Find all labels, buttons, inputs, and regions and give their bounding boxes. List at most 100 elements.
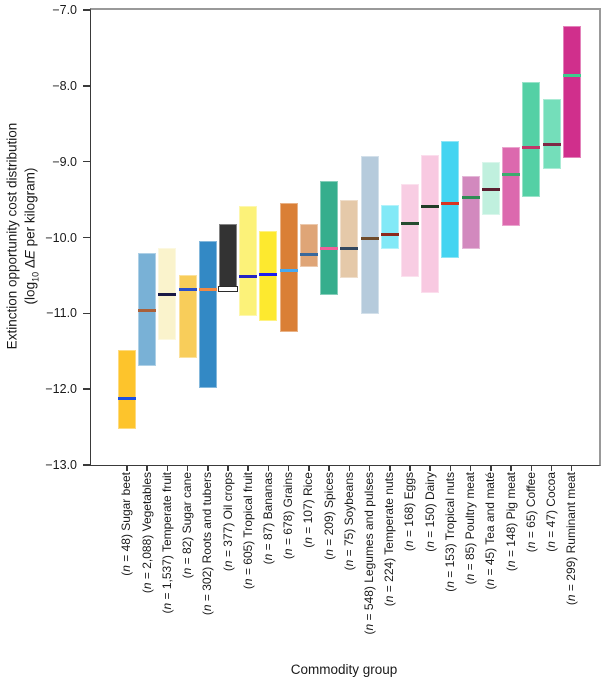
bar — [158, 248, 177, 340]
bar — [522, 82, 541, 197]
x-tick — [469, 466, 472, 471]
x-tick — [348, 466, 351, 471]
x-tick — [287, 466, 290, 471]
bar — [178, 274, 197, 359]
median-line — [340, 246, 359, 250]
bar — [138, 253, 157, 367]
bar — [421, 154, 440, 293]
x-tick-label: (n = 2,088) Vegetables — [139, 472, 154, 594]
x-tick-label: (n = 107) Rice — [301, 472, 316, 548]
x-tick-label: (n = 148) Pig meat — [503, 472, 518, 572]
x-tick-label: (n = 48) Sugar beet — [119, 472, 134, 576]
median-line — [400, 222, 419, 226]
x-tick-label: (n = 168) Eggs — [402, 472, 417, 552]
median-line — [562, 74, 581, 78]
bar — [380, 204, 399, 249]
x-tick-label: (n = 1,537) Temperate fruit — [159, 472, 174, 614]
bar — [400, 184, 419, 277]
y-tick-label: −10.0 — [45, 230, 77, 245]
y-tick — [83, 85, 90, 87]
median-line — [441, 201, 460, 205]
x-tick-label: (n = 302) Roots and tubers — [200, 472, 215, 616]
x-tick — [449, 466, 452, 471]
bar — [299, 223, 318, 268]
y-tick — [83, 160, 90, 163]
x-tick-label: (n = 150) Dairy — [422, 472, 437, 552]
y-tick-label: −9.0 — [52, 154, 77, 169]
x-tick — [409, 466, 411, 471]
median-line — [279, 268, 298, 272]
median-line — [320, 246, 339, 250]
x-tick — [368, 466, 371, 471]
x-tick-label: (n = 65) Coffee — [523, 472, 538, 553]
bar — [239, 206, 258, 317]
bar — [461, 176, 480, 249]
y-tick-label: −12.0 — [45, 382, 77, 397]
median-line — [522, 145, 541, 149]
y-tick-label: −8.0 — [52, 78, 77, 93]
x-tick — [570, 466, 573, 471]
x-tick — [510, 466, 512, 471]
y-tick-label: −11.0 — [46, 306, 77, 321]
y-tick — [83, 9, 90, 11]
x-tick — [126, 466, 128, 471]
median-line — [542, 143, 561, 147]
x-tick-label: (n = 678) Grains — [281, 472, 296, 560]
x-tick-label: (n = 45) Tea and maté — [483, 472, 498, 590]
bar — [502, 147, 521, 227]
bar — [279, 202, 298, 332]
x-tick — [550, 466, 553, 471]
x-tick — [166, 466, 169, 471]
median-line — [380, 232, 399, 236]
x-tick — [308, 466, 310, 471]
x-tick — [247, 466, 249, 471]
x-tick-label: (n = 153) Tropical nuts — [442, 472, 457, 592]
y-tick-label: −13.0 — [45, 458, 77, 472]
bar — [198, 240, 217, 389]
x-tick — [389, 466, 391, 471]
median-line — [218, 286, 238, 293]
median-line — [158, 292, 177, 296]
bar — [481, 161, 500, 215]
x-tick — [186, 466, 189, 471]
y-tick — [83, 388, 90, 390]
bar — [562, 25, 581, 158]
bar — [320, 181, 339, 296]
median-line — [481, 188, 500, 192]
x-tick — [429, 466, 431, 471]
x-tick — [490, 466, 492, 471]
median-line — [239, 274, 258, 278]
y-axis-title-line1: Extinction opportunity cost distribution — [4, 122, 20, 350]
bar — [259, 231, 278, 321]
x-tick-label: (n = 548) Legumes and pulses — [362, 472, 377, 635]
bar — [360, 156, 379, 315]
median-line — [259, 273, 278, 277]
median-line — [502, 173, 521, 177]
y-tick — [83, 464, 90, 466]
x-tick — [227, 466, 229, 471]
median-line — [117, 396, 136, 400]
median-line — [360, 236, 379, 240]
x-tick — [146, 466, 148, 471]
x-tick-label: (n = 75) Soybeans — [341, 472, 356, 571]
median-line — [198, 287, 217, 291]
x-tick — [267, 466, 270, 471]
y-tick-label: −7.0 — [52, 3, 77, 17]
x-axis-title: Commodity group — [290, 662, 398, 677]
bar — [441, 141, 460, 258]
bar — [218, 223, 238, 293]
x-tick-label: (n = 47) Cocoa — [544, 472, 559, 552]
x-tick-label: (n = 377) Oil crops — [220, 472, 235, 572]
x-tick — [328, 466, 330, 471]
median-line — [178, 288, 197, 292]
median-line — [299, 252, 318, 256]
median-line — [461, 195, 480, 199]
x-tick-label: (n = 87) Bananas — [260, 472, 275, 565]
x-tick-label: (n = 209) Spices — [321, 472, 336, 560]
bar — [340, 199, 359, 279]
y-tick — [83, 236, 90, 239]
x-tick — [207, 466, 209, 471]
plot-area: −7.0 −8.0 −9.0 −10.0 −11.0 −12.0 −13.0 (n = 48)… — [45, 3, 601, 634]
x-tick-label: (n = 82) Sugar cane — [180, 472, 195, 579]
